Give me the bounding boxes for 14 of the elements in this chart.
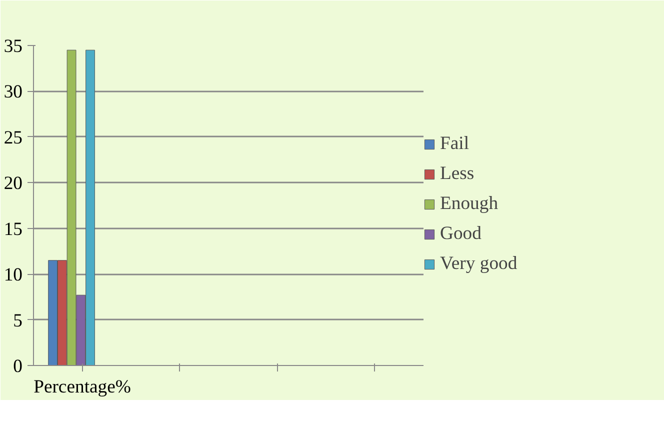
legend-label: Fail [440,133,470,155]
legend-label: Very good [440,253,518,275]
x-tick-label: Percentage% [34,376,131,398]
legend-label: Enough [440,193,498,215]
y-tick-label: 35 [4,36,22,57]
y-tick-label: 30 [4,82,22,103]
y-tick-label: 20 [4,173,22,194]
y-tick-label: 0 [13,356,22,377]
legend-label: Good [440,223,482,245]
legend-label: Less [440,163,474,185]
y-tick-label: 10 [4,264,22,286]
y-tick-label: 25 [4,127,22,148]
y-tick-label: 5 [13,310,22,332]
y-tick-label: 15 [4,218,22,240]
